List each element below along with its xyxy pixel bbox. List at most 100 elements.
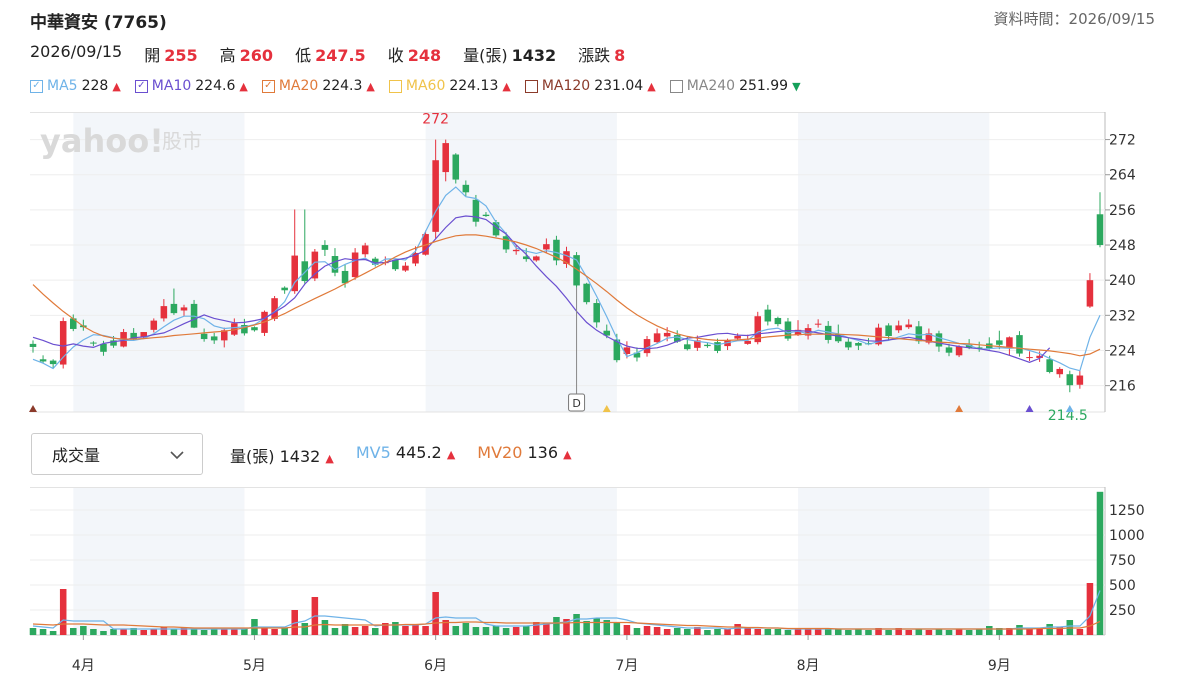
checkbox-checked-icon[interactable]: ✓ [30,79,43,93]
volume-bar [835,629,842,635]
volume-bar [633,628,641,635]
high-annotation: 272 [422,112,449,128]
y-tick-label: 232 [1109,308,1136,324]
volume-bar [1006,628,1013,635]
candle-body [1076,375,1084,385]
candle-body [90,342,97,344]
price-chart[interactable]: 216 224 232 240 248 256 264 272 yahoo!股市 272 214.5… [0,112,1181,422]
candle-body [49,360,57,365]
checkbox-icon[interactable] [388,79,402,93]
candle [855,342,862,351]
candle-body [895,325,902,331]
volume-bar [915,629,923,635]
candle-body [593,303,600,323]
checkbox-checked-icon[interactable]: ✓ [134,79,148,93]
volume-bar [432,592,439,635]
volume-bar [281,628,288,635]
ma-name: MA5 [47,78,78,94]
volume-bar [885,630,892,635]
ma-toggle-ma10[interactable]: ✓ MA10 224.6 ▲ [134,78,248,94]
candle-body [734,335,741,339]
candle-body [462,184,470,193]
volume-bar [512,627,520,635]
candle-body [1056,368,1064,375]
ma-name: MA240 [686,78,736,94]
checkbox-checked-icon[interactable]: ✓ [261,79,275,93]
quote-summary: 2026/09/15 開 255 高 260 低 247.5 收 248 量(張) 143… [30,42,625,66]
ma-name: MA120 [541,78,591,94]
trend-up-icon: ▲ [366,79,375,93]
candle-body [492,222,500,236]
candle [512,244,520,255]
candle [462,180,470,197]
candle [643,335,651,357]
candle [29,340,37,353]
quote-close: 收 248 [387,46,442,65]
ma-toggle-ma5[interactable]: ✓ MA5 228 ▲ [30,78,121,94]
ma-toggle-ma240[interactable]: MA240 251.99 ▼ [669,78,801,94]
volume-bar [39,629,47,635]
candle-body [271,298,278,319]
stock-title: 中華資安 (7765) [30,13,167,33]
candle [150,318,158,333]
candle-body [573,255,580,286]
volume-bar [533,622,540,635]
candle [714,338,721,354]
volume-bar [130,628,137,635]
candle-body [432,160,439,232]
candle-body [1036,355,1043,358]
volume-bar [996,628,1003,635]
volume-bar [220,628,228,635]
volume-bar [1016,625,1023,635]
ma-toggle-ma120[interactable]: MA120 231.04 ▲ [524,78,656,94]
candle [754,311,762,345]
volume-bar [563,619,570,635]
candle [1066,370,1074,393]
y-tick-label: 256 [1109,203,1136,219]
volume-bar [553,617,560,635]
quote-high: 高 260 [219,46,274,65]
volume-bar [895,628,902,635]
candle [361,242,369,258]
volume-bar [492,626,500,635]
y-tick-label: 216 [1109,379,1136,395]
candle-body [875,327,882,345]
candle-body [311,251,319,279]
candle [69,314,77,332]
candle-body [220,330,228,341]
volume-bar [784,630,792,635]
candle-body [744,340,751,344]
checkbox-icon[interactable] [524,79,538,93]
volume-bar [402,626,409,635]
volume-legend-mv5: MV5 445.2 ▲ [355,443,456,462]
volume-bar [543,623,550,635]
candle-body [694,340,701,348]
ma-name: MA10 [151,78,192,94]
y-tick-label: 224 [1109,343,1136,359]
checkbox-icon[interactable] [669,79,683,93]
candle-body [583,283,590,303]
volume-chart[interactable]: 250 500 750 1000 1250 4月 5月 6月 7月 8月 9月 [0,487,1181,687]
event-triangle-icon [955,405,964,412]
candle-body [673,335,681,342]
volume-bar [814,629,822,635]
ma-toggle-ma20[interactable]: ✓ MA20 224.3 ▲ [261,78,375,94]
y-tick-label: 500 [1109,578,1136,594]
candle [774,316,782,327]
volume-bar [684,629,691,635]
candle [975,341,983,352]
candle [291,209,298,294]
candle [59,317,67,369]
volume-bar [452,626,460,635]
ma-toggle-ma60[interactable]: MA60 224.13 ▲ [388,78,511,94]
volume-bar [1086,583,1094,635]
candle [1076,370,1084,389]
volume-bar [522,626,530,635]
candle-body [955,346,963,356]
event-triangle-icon [29,405,37,412]
candle-body [160,306,168,319]
indicator-select[interactable]: 成交量 [31,433,203,475]
ma-line-ma10 [32,215,1051,363]
candle-body [140,332,147,337]
candle-body [1096,214,1104,246]
